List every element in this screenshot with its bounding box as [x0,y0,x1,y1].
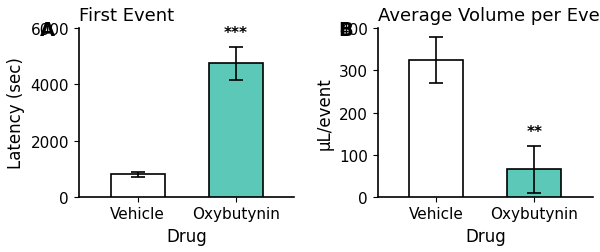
X-axis label: Drug: Drug [166,227,207,245]
Bar [409,61,463,197]
Text: First Event: First Event [79,7,174,25]
Text: B: B [339,21,353,40]
Text: **: ** [526,125,542,140]
Bar [508,170,561,197]
Y-axis label: Latency (sec): Latency (sec) [7,57,25,169]
X-axis label: Drug: Drug [465,227,506,245]
Text: Average Volume per Event: Average Volume per Event [377,7,600,25]
Bar [209,64,263,197]
Bar [110,175,164,197]
Text: A: A [40,21,55,40]
Text: ***: *** [224,26,248,41]
Y-axis label: μL/event: μL/event [315,77,333,149]
